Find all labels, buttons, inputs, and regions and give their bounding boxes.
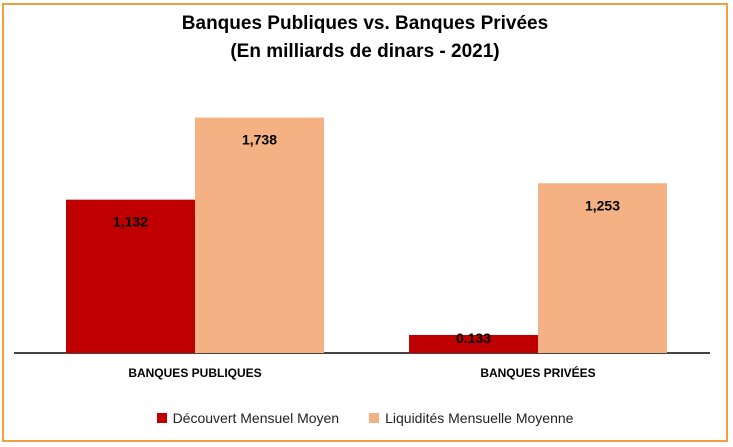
legend-item-liquidites: Liquidités Mensuelle Moyenne — [369, 410, 573, 426]
bar-1-0 — [195, 117, 324, 353]
category-label-1: BANQUES PRIVÉES — [480, 365, 595, 380]
bar-1-1 — [538, 183, 667, 353]
data-label-0-1: 0.133 — [456, 330, 491, 346]
data-label-1-0: 1,738 — [242, 132, 277, 148]
legend-label-decouvert: Découvert Mensuel Moyen — [172, 410, 340, 426]
bar-0-1 — [409, 334, 538, 353]
legend-swatch-liquidites — [369, 413, 380, 423]
bar-0-0 — [66, 199, 195, 353]
legend-label-liquidites: Liquidités Mensuelle Moyenne — [385, 410, 574, 426]
legend-item-decouvert: Découvert Mensuel Moyen — [156, 410, 340, 426]
data-label-1-1: 1,253 — [585, 197, 620, 213]
data-label-0-0: 1,132 — [113, 214, 148, 230]
chart-area: Banques Publiques vs. Banques Privées (E… — [2, 3, 728, 442]
legend: Découvert Mensuel Moyen Liquidités Mensu… — [4, 410, 726, 426]
chart-subtitle: (En milliards de dinars - 2021) — [230, 41, 500, 62]
category-label-0: BANQUES PUBLIQUES — [128, 366, 261, 380]
bar-plot: 1,132 1,738 BANQUES PUBLIQUES 0.133 1,253 BAN… — [14, 117, 710, 380]
chart-title: Banques Publiques vs. Banques Privées — [181, 13, 549, 34]
legend-swatch-decouvert — [156, 413, 167, 423]
